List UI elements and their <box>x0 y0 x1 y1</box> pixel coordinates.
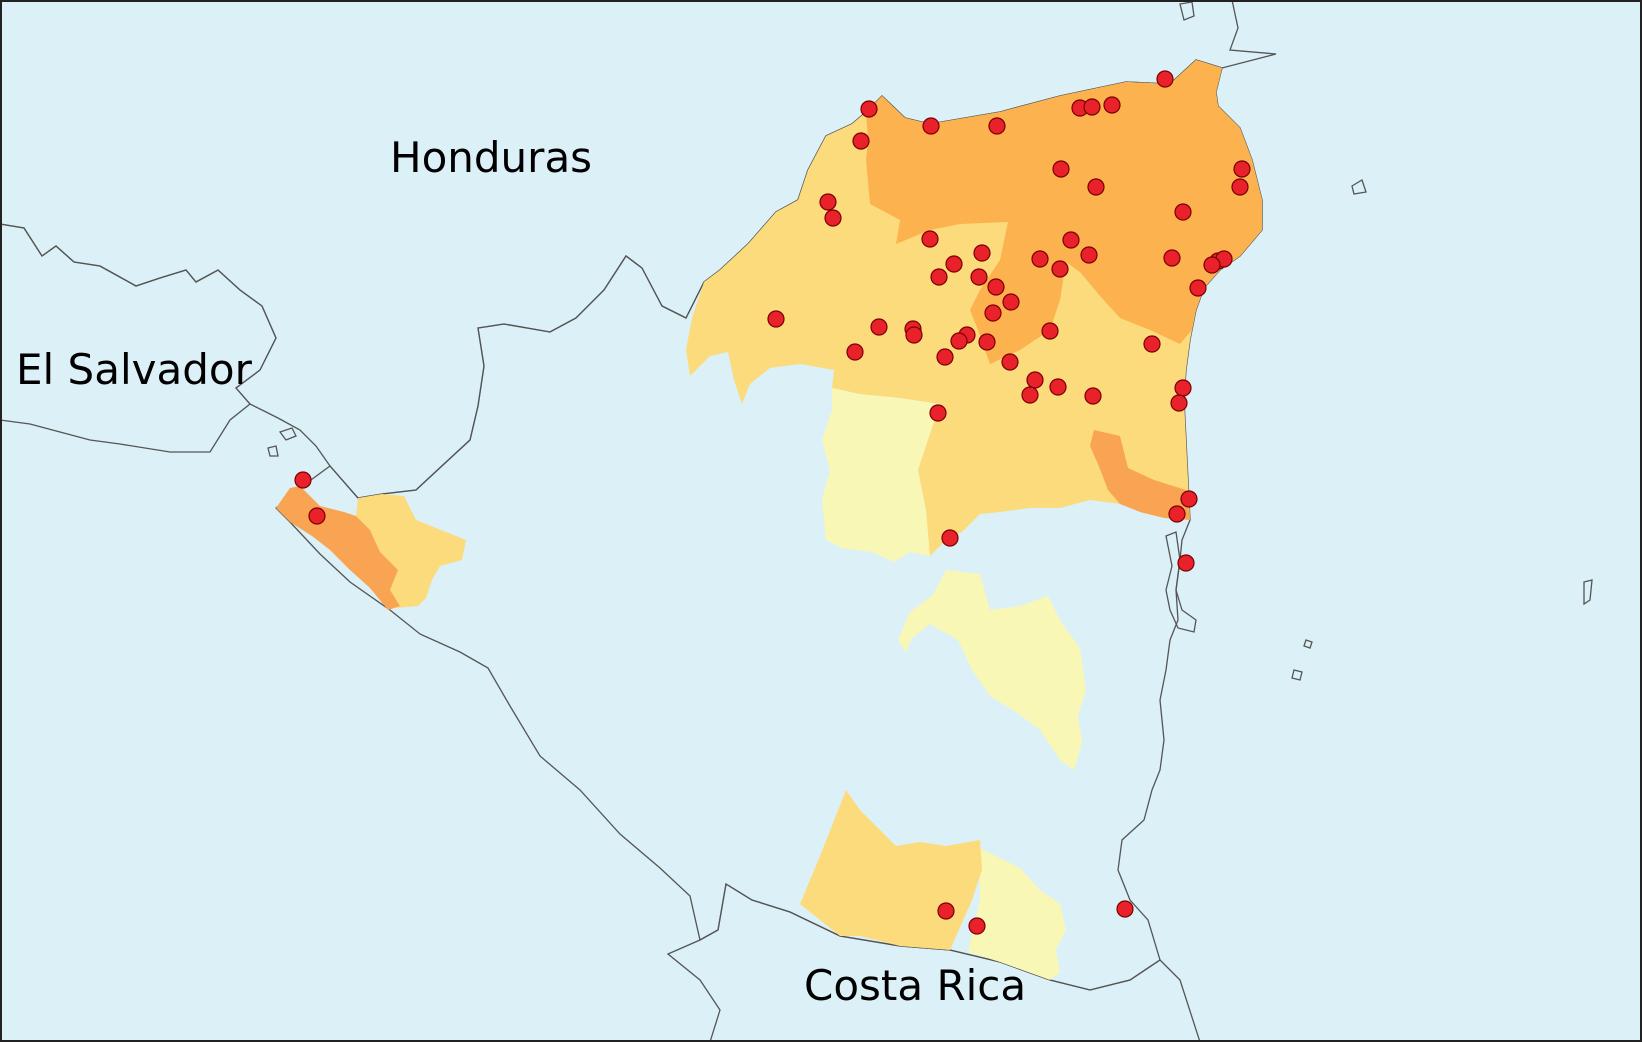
region-level-2 <box>800 790 982 950</box>
incident-marker <box>973 244 991 262</box>
incident-marker <box>937 902 955 920</box>
incident-marker <box>987 278 1005 296</box>
label-costa-rica: Costa Rica <box>804 961 1026 1010</box>
incident-marker <box>1049 378 1067 396</box>
incident-marker <box>1233 160 1251 178</box>
incident-marker <box>1084 387 1102 405</box>
lagoon <box>1165 531 1197 633</box>
incident-marker <box>1021 386 1039 404</box>
incident-marker <box>922 117 940 135</box>
incident-marker <box>941 529 959 547</box>
region-level-3 <box>866 60 1262 364</box>
incident-marker <box>1177 554 1195 572</box>
island <box>1179 1 1195 21</box>
incident-marker <box>921 230 939 248</box>
island <box>1583 579 1593 606</box>
label-el-salvador: El Salvador <box>16 345 253 394</box>
incident-marker <box>824 209 842 227</box>
incident-marker <box>1163 249 1181 267</box>
region-level-2 <box>356 494 466 608</box>
island <box>1303 639 1313 649</box>
incident-marker <box>1168 505 1186 523</box>
region-level-1 <box>822 388 940 562</box>
incident-marker <box>1062 231 1080 249</box>
incident-marker <box>988 117 1006 135</box>
region-level-1 <box>968 848 1066 980</box>
incident-marker <box>984 304 1002 322</box>
incident-marker <box>1052 160 1070 178</box>
incident-marker <box>1002 293 1020 311</box>
incident-marker <box>860 100 878 118</box>
incident-marker <box>1231 178 1249 196</box>
incident-marker <box>1170 394 1188 412</box>
label-honduras: Honduras <box>390 133 592 182</box>
incident-marker <box>1080 246 1098 264</box>
incident-marker <box>1103 96 1121 114</box>
incident-marker <box>1156 70 1174 88</box>
incident-marker <box>930 268 948 286</box>
incident-marker <box>1180 490 1198 508</box>
incident-marker <box>308 507 326 525</box>
incident-marker <box>1083 98 1101 116</box>
incident-markers <box>294 70 1251 935</box>
incident-marker <box>294 471 312 489</box>
island <box>267 445 279 457</box>
incident-marker <box>1051 260 1069 278</box>
island <box>1291 669 1303 681</box>
incident-marker <box>1189 279 1207 297</box>
el-salvador-landmass <box>0 223 277 453</box>
incident-marker <box>905 326 923 344</box>
incident-marker <box>1143 335 1161 353</box>
incident-marker <box>1001 353 1019 371</box>
region-level-3 <box>276 486 400 610</box>
incident-marker <box>1174 203 1192 221</box>
incident-marker <box>945 255 963 273</box>
incident-marker <box>978 333 996 351</box>
incident-marker <box>950 332 968 350</box>
region-level-1 <box>898 570 1086 770</box>
incident-marker <box>1087 178 1105 196</box>
incident-marker <box>1031 250 1049 268</box>
incident-marker <box>936 348 954 366</box>
incident-marker <box>1116 900 1134 918</box>
region-level-3 <box>1090 430 1190 520</box>
incident-marker <box>846 343 864 361</box>
incident-marker <box>819 193 837 211</box>
incident-marker <box>929 404 947 422</box>
incident-marker <box>870 318 888 336</box>
incident-marker <box>970 268 988 286</box>
island <box>278 427 297 441</box>
incident-marker <box>1041 322 1059 340</box>
island-mainland-orange <box>1351 179 1367 195</box>
incident-marker <box>1026 371 1044 389</box>
incident-marker <box>767 310 785 328</box>
incident-marker <box>1174 379 1192 397</box>
incident-marker <box>852 132 870 150</box>
incident-marker <box>1203 256 1221 274</box>
incident-marker <box>968 917 986 935</box>
